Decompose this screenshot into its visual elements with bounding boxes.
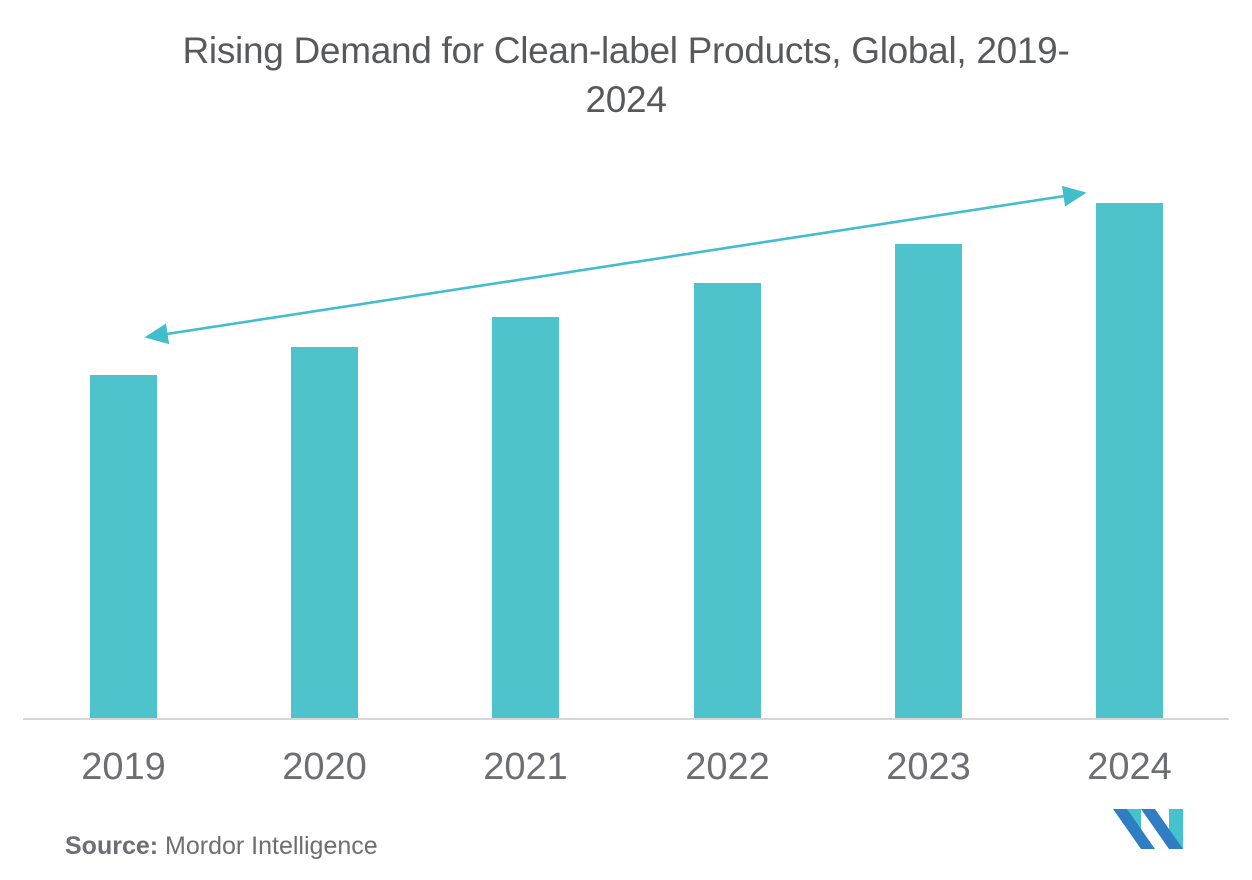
bar-2022 — [694, 283, 761, 719]
bar-2019 — [90, 375, 157, 719]
logo-middle-blue-stroke — [1141, 809, 1183, 849]
x-axis-label-2022: 2022 — [685, 746, 770, 788]
x-axis-label-2023: 2023 — [886, 746, 971, 788]
source-value: Mordor Intelligence — [165, 832, 378, 860]
logo-left-blue-stroke — [1113, 809, 1155, 849]
x-axis-label-2020: 2020 — [282, 746, 367, 788]
chart-title-line-1: Rising Demand for Clean-label Products, … — [182, 30, 1070, 71]
chart-title: Rising Demand for Clean-label Products, … — [0, 26, 1252, 124]
x-axis-label-2021: 2021 — [483, 746, 568, 788]
source-label: Source: — [65, 832, 159, 860]
bar-2020 — [291, 347, 358, 719]
source-line: Source: Mordor Intelligence — [65, 832, 378, 861]
bar-2023 — [895, 244, 962, 719]
bar-2021 — [492, 317, 559, 719]
x-axis-label-2024: 2024 — [1087, 746, 1172, 788]
chart-title-line-2: 2024 — [585, 79, 667, 120]
x-axis-label-2019: 2019 — [81, 746, 166, 788]
x-axis-line — [23, 718, 1229, 720]
bar-2024 — [1096, 203, 1163, 719]
mordor-intelligence-logo — [1113, 809, 1183, 849]
